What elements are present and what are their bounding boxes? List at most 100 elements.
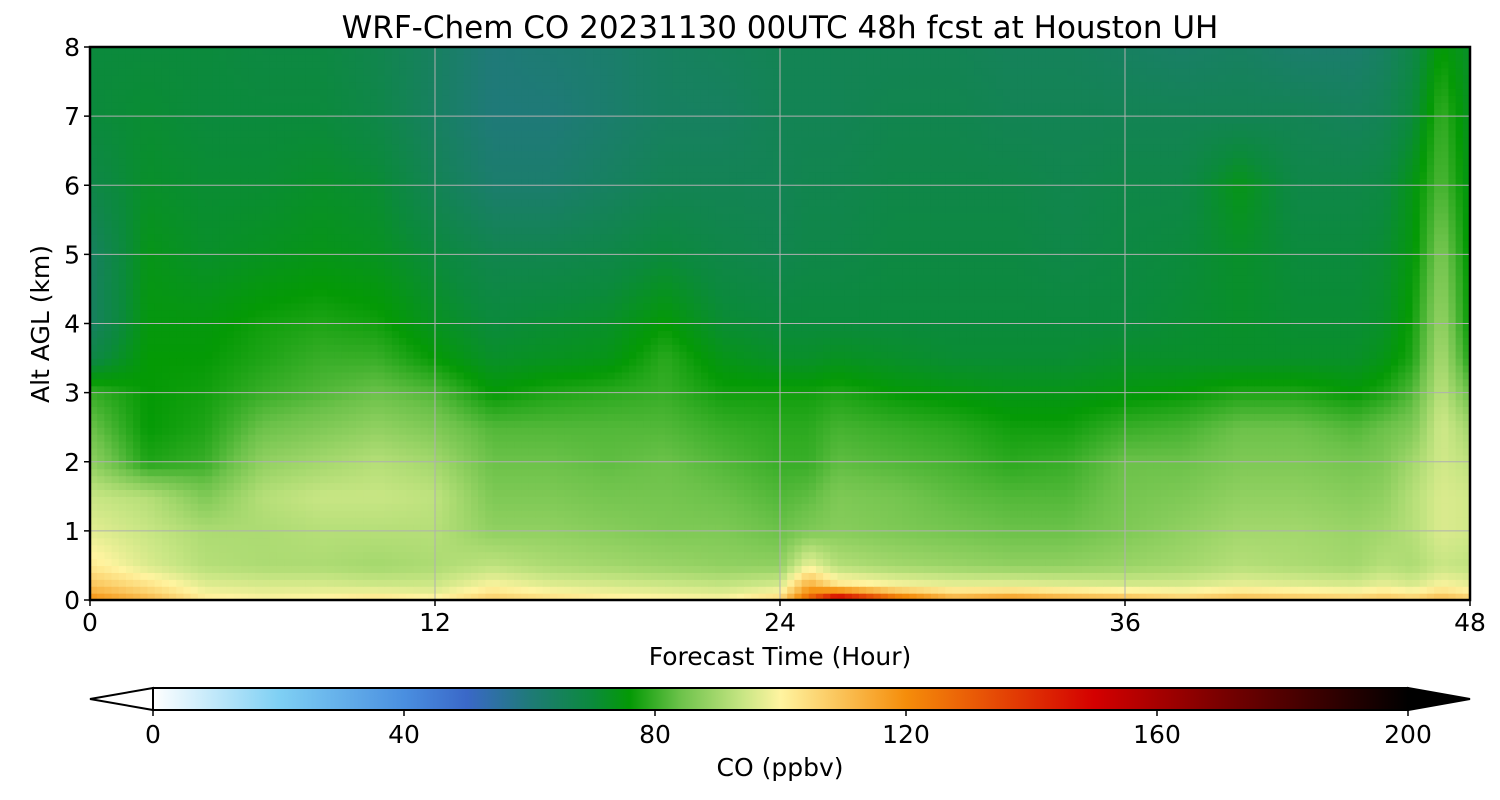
- heatmap-cell: [442, 579, 450, 587]
- heatmap-cell: [924, 586, 932, 594]
- heatmap-cell: [1089, 531, 1097, 539]
- heatmap-cell: [845, 420, 853, 428]
- heatmap-cell: [1075, 455, 1083, 463]
- heatmap-cell: [1420, 496, 1428, 504]
- heatmap-cell: [737, 565, 745, 573]
- heatmap-cell: [758, 420, 766, 428]
- heatmap-cell: [97, 579, 105, 587]
- heatmap-cell: [176, 469, 184, 477]
- heatmap-cell: [665, 517, 673, 525]
- heatmap-cell: [1384, 503, 1392, 511]
- heatmap-cell: [528, 565, 536, 573]
- heatmap-cell: [234, 538, 242, 546]
- heatmap-cell: [227, 579, 235, 587]
- heatmap-cell: [1377, 503, 1385, 511]
- heatmap-cell: [1441, 538, 1449, 546]
- heatmap-cell: [169, 586, 177, 594]
- heatmap-cell: [277, 427, 285, 435]
- heatmap-cell: [1111, 482, 1119, 490]
- heatmap-cell: [687, 476, 695, 484]
- heatmap-cell: [888, 489, 896, 497]
- heatmap-cell: [1118, 517, 1126, 525]
- heatmap-cell: [176, 462, 184, 470]
- heatmap-cell: [363, 427, 371, 435]
- heatmap-cell: [212, 586, 220, 594]
- heatmap-cell: [198, 552, 206, 560]
- heatmap-cell: [1197, 517, 1205, 525]
- heatmap-cell: [1204, 552, 1212, 560]
- heatmap-cell: [816, 538, 824, 546]
- heatmap-cell: [960, 517, 968, 525]
- heatmap-cell: [514, 538, 522, 546]
- heatmap-cell: [787, 427, 795, 435]
- heatmap-cell: [1226, 434, 1234, 442]
- heatmap-cell: [1247, 503, 1255, 511]
- heatmap-cell: [1147, 420, 1155, 428]
- heatmap-cell: [1269, 503, 1277, 511]
- heatmap-cell: [809, 531, 817, 539]
- heatmap-cell: [263, 538, 271, 546]
- heatmap-cell: [1024, 565, 1032, 573]
- heatmap-cell: [1111, 462, 1119, 470]
- heatmap-cell: [478, 565, 486, 573]
- heatmap-cell: [550, 496, 558, 504]
- heatmap-cell: [1082, 552, 1090, 560]
- heatmap-cell: [873, 482, 881, 490]
- heatmap-cell: [485, 496, 493, 504]
- heatmap-cell: [349, 559, 357, 567]
- heatmap-cell: [1427, 586, 1435, 594]
- heatmap-cell: [126, 489, 134, 497]
- heatmap-cell: [298, 469, 306, 477]
- heatmap-cell: [694, 545, 702, 553]
- heatmap-cell: [1096, 552, 1104, 560]
- heatmap-cell: [306, 469, 314, 477]
- heatmap-cell: [1456, 455, 1464, 463]
- heatmap-cell: [816, 559, 824, 567]
- heatmap-cell: [421, 510, 429, 518]
- heatmap-cell: [953, 496, 961, 504]
- heatmap-cell: [1391, 427, 1399, 435]
- heatmap-cell: [960, 586, 968, 594]
- heatmap-cell: [363, 531, 371, 539]
- heatmap-cell: [845, 545, 853, 553]
- heatmap-cell: [1247, 496, 1255, 504]
- heatmap-cell: [1032, 462, 1040, 470]
- heatmap-cell: [1362, 496, 1370, 504]
- heatmap-cell: [248, 476, 256, 484]
- heatmap-cell: [1147, 559, 1155, 567]
- heatmap-cell: [457, 441, 465, 449]
- heatmap-cell: [909, 469, 917, 477]
- heatmap-cell: [988, 510, 996, 518]
- heatmap-cell: [363, 572, 371, 580]
- heatmap-cell: [960, 510, 968, 518]
- heatmap-cell: [988, 469, 996, 477]
- heatmap-cell: [1139, 517, 1147, 525]
- heatmap-cell: [507, 510, 515, 518]
- heatmap-cell: [1226, 517, 1234, 525]
- heatmap-cell: [176, 420, 184, 428]
- heatmap-cell: [349, 427, 357, 435]
- heatmap-cell: [263, 448, 271, 456]
- heatmap-cell: [766, 517, 774, 525]
- heatmap-cell: [658, 552, 666, 560]
- heatmap-cell: [996, 427, 1004, 435]
- heatmap-cell: [392, 441, 400, 449]
- heatmap-cell: [1247, 427, 1255, 435]
- heatmap-cell: [687, 579, 695, 587]
- heatmap-cell: [924, 503, 932, 511]
- heatmap-cell: [651, 579, 659, 587]
- heatmap-cell: [234, 572, 242, 580]
- heatmap-cell: [1348, 489, 1356, 497]
- heatmap-cell: [528, 503, 536, 511]
- heatmap-cell: [1125, 489, 1133, 497]
- heatmap-cell: [1046, 469, 1054, 477]
- heatmap-cell: [536, 482, 544, 490]
- heatmap-cell: [1161, 441, 1169, 449]
- heatmap-cell: [636, 448, 644, 456]
- heatmap-cell: [1319, 462, 1327, 470]
- heatmap-cell: [1413, 496, 1421, 504]
- heatmap-cell: [155, 559, 163, 567]
- heatmap-cell: [1154, 462, 1162, 470]
- heatmap-cell: [758, 482, 766, 490]
- heatmap-cell: [665, 496, 673, 504]
